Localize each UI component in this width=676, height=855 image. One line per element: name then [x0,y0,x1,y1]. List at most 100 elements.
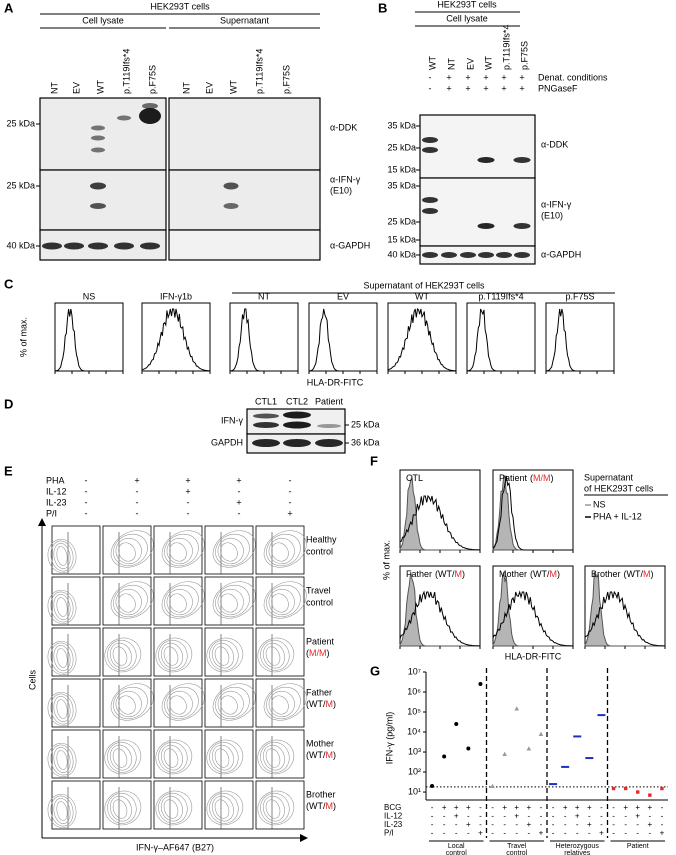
row-label: Father [306,687,332,697]
condition-sign: - [540,812,543,821]
condition-label: P/I [46,508,57,518]
contour [115,690,142,718]
blot-band [477,157,495,163]
condition-sign: - [85,486,88,496]
blot-band [223,203,239,209]
y-tick-label: 10⁵ [407,706,421,716]
panel-label: A [4,0,14,15]
condition-sign: - [624,829,627,838]
blot-band [90,203,106,209]
contour [164,584,199,618]
row-label: GAPDH [211,437,243,447]
condition-label: PHA [46,475,65,485]
plot-frame [545,302,615,372]
contour-frame [204,780,254,830]
condition-sign: - [515,820,518,829]
genotype-part: ) [651,569,654,579]
panel-label: D [4,396,13,411]
condition-sign: + [134,475,139,485]
plot-frame [54,302,124,372]
data-point [611,786,616,791]
contour [263,530,307,568]
blot-band [513,157,531,163]
contour [56,750,68,770]
mw-marker: 15 kDa [387,164,416,174]
lane-label: Patient [315,396,344,406]
contour [211,795,234,822]
genotype-part: M/M [533,473,551,483]
condition-sign: + [501,72,506,82]
contour-frame [51,678,101,728]
blot-band [90,182,106,190]
contour [169,542,187,562]
group-label: control [506,850,527,855]
contour [265,646,281,666]
condition-sign: - [612,812,615,821]
contour [169,695,187,715]
blot-band [253,422,279,428]
contour [262,642,285,669]
contour [262,744,285,771]
condition-sign: + [527,803,532,812]
contour [211,744,234,771]
data-point [623,786,628,791]
contour [155,637,193,673]
plot-title: Mother (WT/M) [499,569,560,579]
mw-marker: 40 kDa [6,240,35,250]
contour [113,584,148,618]
contour [166,690,193,718]
plot-title: CTL [406,473,423,483]
contour-frame [255,780,305,830]
row-genotype: (WT/M) [306,801,336,811]
contour [212,530,256,568]
contour [50,744,74,776]
contour-frame [153,576,203,626]
condition-sign: + [442,803,447,812]
contour [263,683,307,721]
contour [209,639,239,671]
blot-band [283,439,311,447]
bracket-label: Supernatant of HEK293T cells [364,280,485,290]
blot-panel [39,169,167,231]
condition-sign: - [491,812,494,821]
contour [109,795,132,822]
condition-label: IL-23 [384,820,403,829]
plot-title: Patient (M/M) [499,473,554,483]
blot-band [496,252,512,258]
contour [217,537,244,565]
data-point [526,746,532,751]
blot-band [478,252,494,258]
contour [155,790,193,826]
condition-sign: + [519,83,524,93]
group-label: Local [448,843,465,850]
plot-title: NS [83,291,96,301]
contour [169,593,187,613]
contour [209,741,239,773]
condition-sign: + [466,820,471,829]
antibody-label: α-DDK [330,122,357,132]
legend-item: NS [593,499,606,509]
contour-frame [153,780,203,830]
condition-sign: + [446,83,451,93]
blot-band [441,252,457,258]
genotype-part: (WT/ [306,750,326,760]
contour [56,648,68,668]
blot-band [114,242,134,250]
contour [215,686,250,720]
condition-sign: - [649,812,652,821]
contour [166,588,193,616]
contour [206,790,244,826]
contour [212,683,256,721]
condition-sign: - [528,829,531,838]
contour-frame [204,678,254,728]
y-tick-label: 10⁷ [408,666,421,676]
contour-frame [204,627,254,677]
contour-frame [51,627,101,677]
row-label: Mother [306,738,334,748]
contour [56,699,68,719]
panel-title: HEK293T cells [150,1,210,11]
contour [115,588,142,616]
contour [215,584,250,618]
plot-frame [308,302,378,372]
row-genotype: (WT/M) [306,750,336,760]
